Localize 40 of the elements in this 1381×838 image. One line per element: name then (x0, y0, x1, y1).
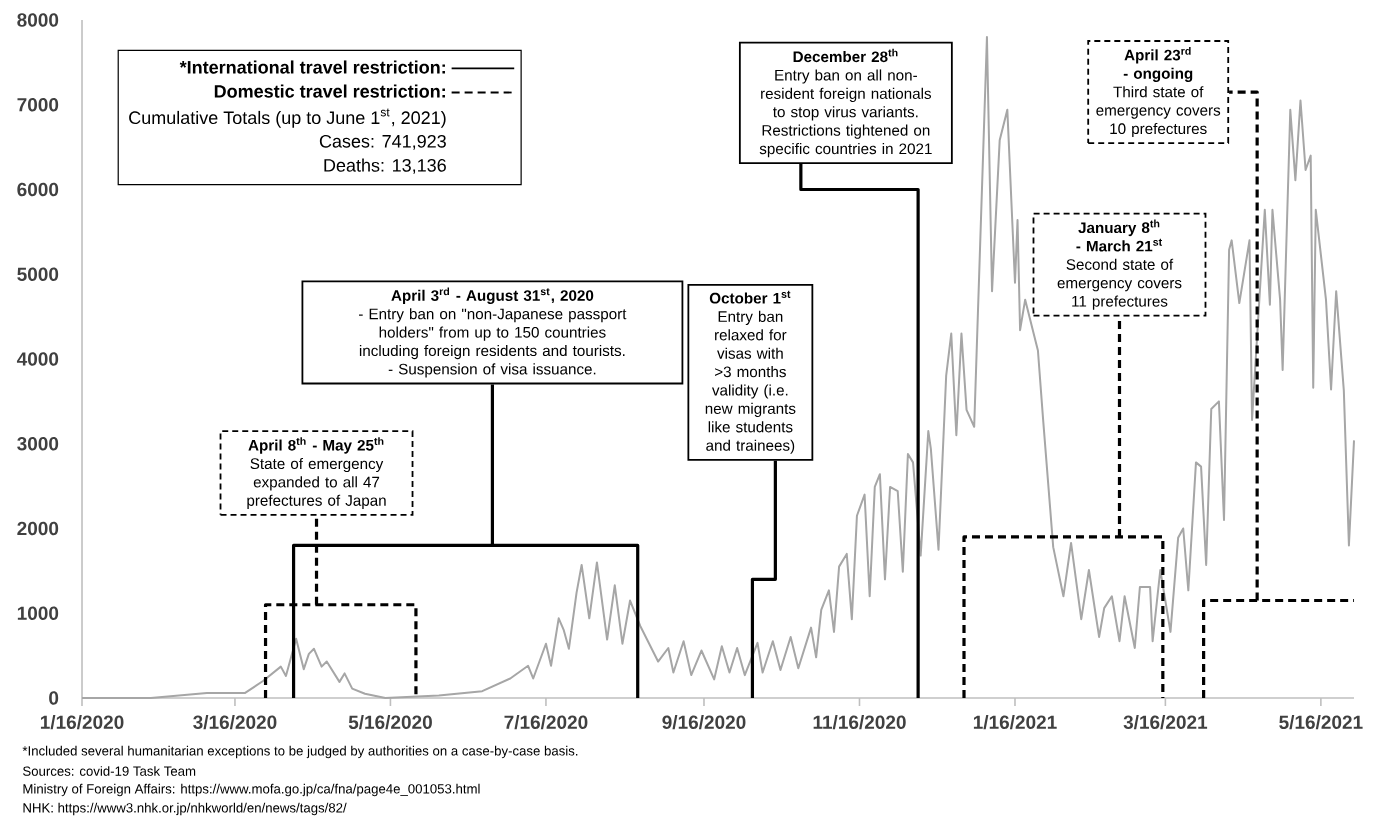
y-tick-label: 1000 (17, 606, 59, 620)
annotation: Cumulative Totals (up to June 1$^{st}$, 2021) (129, 108, 446, 128)
legend-label: Domestic travel restriction: (214, 84, 445, 98)
annotation: Third state of emergency covers 10 prefectures (1096, 86, 1221, 138)
text: NHK: https://www3.nhk.or.jp/nhkworld/en/news/tags/82/ (23, 802, 347, 816)
y-tick-label: 6000 (17, 182, 59, 197)
annotation: Second state of emergency covers 11 prefectures (1057, 258, 1182, 310)
annotation: Entry ban relaxed for visas with >3 months validity (i.e. new migrants like students and trainees) (705, 310, 796, 454)
annotation: State of emergency expanded to all 47 prefectures of Japan (247, 457, 386, 509)
x-tick-label: 3/16/2020 (193, 715, 277, 730)
annotation: October 1$^{st}$ (709, 290, 791, 304)
x-tick-label: 5/16/2020 (348, 715, 432, 730)
text: April 23$^{rd}$ - ongoing (1123, 46, 1193, 82)
y-tick-label: 4000 (16, 352, 59, 366)
y-tick-label: 2000 (17, 521, 59, 536)
x-tick-label: 1/16/2021 (973, 715, 1057, 730)
y-tick-label: 0 (49, 691, 59, 705)
annotation: - Suspension of visa issuance. (388, 363, 596, 378)
annotation: Deaths: 13,136 (324, 158, 446, 174)
annotation: Cases: 741,923 (319, 134, 446, 150)
source-note: Sources: covid-19 Task Team (23, 766, 196, 776)
annotation: Entry ban on all non-resident foreign nationals to stop virus variants. Restrictions tightened on specific countries in 2021 (759, 69, 932, 158)
x-tick-label: 5/16/2021 (1279, 715, 1363, 730)
text: January 8$^{th}$ - March 21$^{st}$ (1076, 219, 1163, 252)
annotation: April 3$^{rd}$ - August 31$^{st}$, 2020 (391, 287, 594, 304)
x-tick-label: 7/16/2020 (504, 715, 588, 730)
annotation: April 8$^{th}$ - May 25$^{th}$ (248, 437, 384, 454)
y-tick-label: 8000 (17, 13, 59, 27)
annotation: December 28$^{th}$ (793, 48, 898, 63)
text: *Included several humanitarian exceptions to be judged by authorities on a case-by-case basis. (22, 745, 578, 759)
y-tick-label: 5000 (17, 267, 59, 281)
annotation: - Entry ban on "non-Japanese passport holders" from up to 150 countries including foreign residents and tourists. (359, 308, 627, 360)
x-tick-label: 9/16/2020 (662, 715, 746, 730)
x-tick-label: 1/16/2020 (40, 715, 124, 730)
legend-label: *International travel restriction: (179, 60, 445, 74)
text: Ministry of Foreign Affairs: https://www.mofa.go.jp/ca/fna/page4e_001053.html (23, 783, 480, 797)
y-tick-label: 7000 (17, 98, 59, 112)
x-tick-label: 3/16/2021 (1123, 715, 1208, 730)
x-tick-label: 11/16/2020 (813, 715, 906, 730)
y-tick-label: 3000 (17, 437, 59, 451)
